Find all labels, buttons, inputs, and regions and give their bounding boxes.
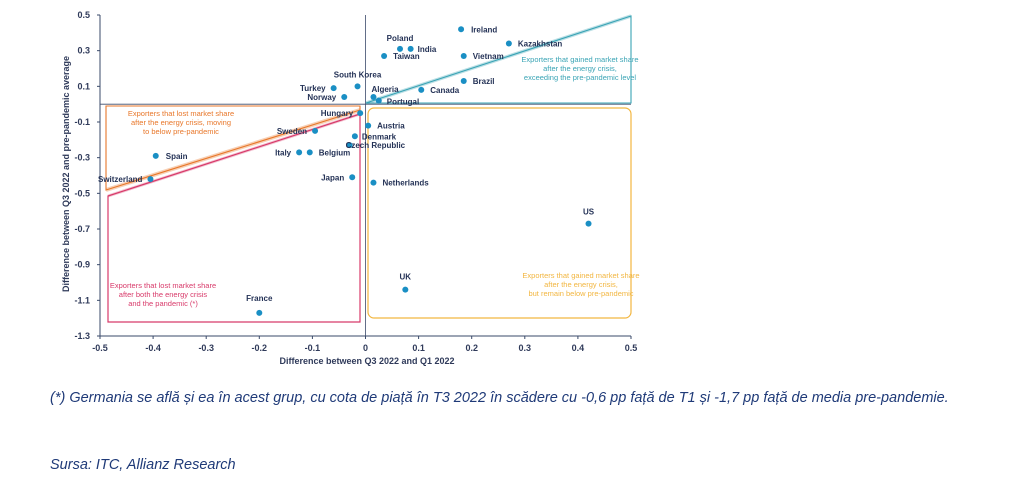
point-label-france: France — [246, 294, 273, 303]
point-vietnam — [460, 53, 467, 60]
y-tick-label: -0.9 — [74, 260, 90, 270]
point-label-canada: Canada — [430, 86, 459, 95]
y-tick-label: -1.1 — [74, 295, 90, 305]
point-label-italy: Italy — [275, 148, 292, 157]
point-label-czech-republic: Czech Republic — [346, 141, 406, 150]
region-gained-exceeding-outline — [365, 15, 632, 104]
point-brazil — [460, 77, 467, 84]
point-label-portugal: Portugal — [387, 98, 419, 107]
point-label-austria: Austria — [377, 122, 405, 131]
point-austria — [365, 122, 372, 129]
point-label-denmark: Denmark — [362, 132, 397, 141]
region-lost-both-outline — [107, 113, 361, 323]
point-belgium — [306, 149, 313, 156]
x-tick-label: 0 — [363, 343, 368, 353]
point-label-india: India — [418, 45, 437, 54]
point-label-algeria: Algeria — [371, 85, 399, 94]
region-lost-both-band — [107, 112, 361, 198]
point-france — [256, 309, 263, 316]
point-label-vietnam: Vietnam — [473, 52, 504, 61]
footnote-note: (*) Germania se află și ea în acest grup… — [50, 390, 949, 406]
y-tick-label: 0.5 — [77, 10, 90, 20]
x-axis-title: Difference between Q3 2022 and Q1 2022 — [279, 356, 454, 366]
point-spain — [152, 152, 159, 159]
x-tick-label: -0.5 — [92, 343, 108, 353]
point-label-kazakhstan: Kazakhstan — [518, 40, 563, 49]
y-tick-label: -0.7 — [74, 224, 90, 234]
point-sweden — [312, 127, 319, 134]
point-label-uk: UK — [400, 273, 412, 282]
point-label-japan: Japan — [321, 173, 344, 182]
footnote-source: Sursa: ITC, Allianz Research — [50, 457, 236, 473]
x-tick-label: 0.3 — [519, 343, 532, 353]
region-label: Exporters that lost market share after bo… — [110, 281, 216, 308]
point-label-sweden: Sweden — [277, 127, 307, 136]
point-us — [585, 220, 592, 227]
y-tick-label: 0.1 — [77, 81, 90, 91]
y-tick-label: -1.3 — [74, 331, 90, 341]
point-norway — [341, 94, 348, 101]
point-label-south-korea: South Korea — [334, 70, 382, 79]
point-canada — [418, 86, 425, 93]
y-tick-label: -0.1 — [74, 117, 90, 127]
point-label-spain: Spain — [166, 152, 188, 161]
region-gained-below-outline — [367, 107, 632, 319]
point-label-brazil: Brazil — [473, 77, 495, 86]
x-tick-label: 0.4 — [572, 343, 585, 353]
point-label-poland: Poland — [387, 34, 414, 43]
point-label-netherlands: Netherlands — [382, 179, 429, 188]
y-tick-label: -0.5 — [74, 188, 90, 198]
axes-layer: -0.5 -0.4 -0.3 -0.2 -0.1 0 0.1 0.2 0.3 0.4 0.5 0.5 0… — [74, 10, 637, 353]
point-kazakhstan — [505, 40, 512, 47]
region-label: Exporters that gained market share after … — [522, 271, 639, 298]
point-netherlands — [370, 179, 377, 186]
y-axis-title: Difference between Q3 2022 and pre-pande… — [61, 56, 71, 292]
region-label: Exporters that lost market share after th… — [128, 109, 234, 136]
point-label-taiwan: Taiwan — [393, 52, 420, 61]
point-label-switzerland: Switzerland — [98, 175, 143, 184]
y-tick-label: 0.3 — [77, 46, 90, 56]
point-italy — [296, 149, 303, 156]
point-label-us: US — [583, 208, 595, 217]
point-japan — [349, 174, 356, 181]
regions-layer: Exporters that gained market share after … — [105, 14, 640, 323]
region-lost-energy-band — [105, 108, 361, 192]
point-uk — [402, 286, 409, 293]
point-label-ireland: Ireland — [471, 25, 497, 34]
x-tick-label: 0.2 — [465, 343, 478, 353]
region-lost-energy-outline — [105, 105, 361, 191]
point-turkey — [330, 85, 337, 92]
point-portugal — [375, 97, 382, 104]
x-tick-label: -0.4 — [145, 343, 161, 353]
point-taiwan — [381, 53, 388, 60]
region-gained-exceeding-band — [365, 14, 632, 105]
point-denmark — [351, 133, 358, 140]
x-tick-label: -0.2 — [252, 343, 268, 353]
point-algeria — [370, 94, 377, 101]
point-ireland — [458, 26, 465, 33]
point-india — [407, 45, 414, 52]
point-label-turkey: Turkey — [300, 84, 326, 93]
point-poland — [397, 45, 404, 52]
point-hungary — [357, 110, 364, 117]
point-label-belgium: Belgium — [319, 148, 351, 157]
point-south-korea — [354, 83, 361, 90]
scatter-chart: Exporters that gained market share after … — [61, 10, 640, 366]
x-tick-label: -0.1 — [305, 343, 321, 353]
y-tick-label: -0.3 — [74, 153, 90, 163]
x-tick-label: -0.3 — [198, 343, 214, 353]
region-label: Exporters that gained market share after … — [521, 55, 638, 82]
point-switzerland — [147, 176, 154, 183]
point-czech-republic — [346, 142, 353, 149]
x-tick-label: 0.1 — [412, 343, 425, 353]
x-tick-label: 0.5 — [625, 343, 638, 353]
point-label-hungary: Hungary — [321, 109, 354, 118]
point-label-norway: Norway — [307, 93, 336, 102]
